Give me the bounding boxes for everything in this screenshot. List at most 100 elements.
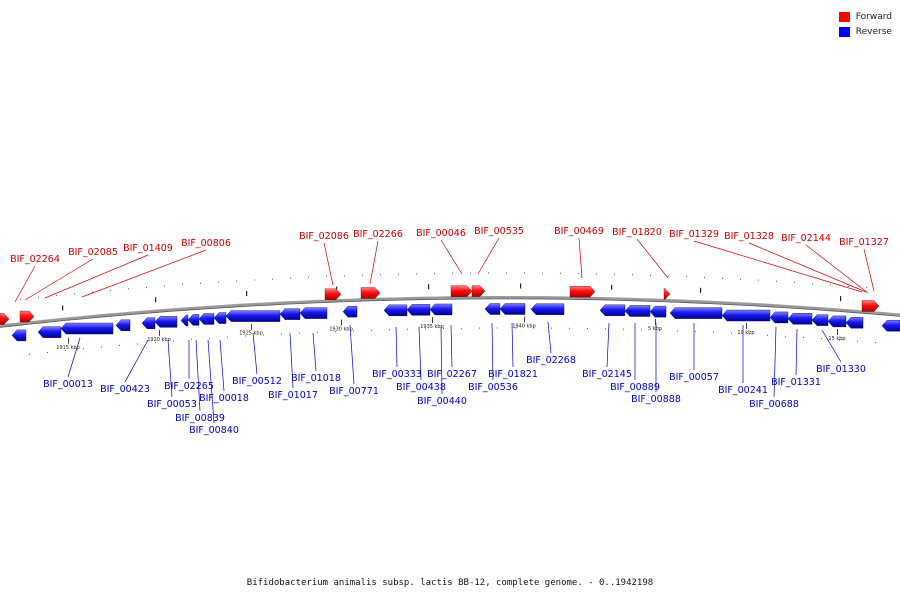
- upper-dot: [668, 275, 669, 277]
- lower-dot: [857, 340, 858, 342]
- legend-forward-label: Forward: [855, 11, 892, 22]
- gene-label: BIF_02266: [353, 229, 403, 240]
- tick-mark: [159, 329, 160, 336]
- lower-dot: [281, 333, 282, 335]
- leader-line: [289, 332, 294, 389]
- reverse-swatch: [838, 26, 850, 37]
- reverse-gene: [624, 305, 651, 317]
- upper-dot: [92, 291, 93, 293]
- tick-label: 1935 kbp: [420, 324, 444, 330]
- gene-label: BIF_02268: [526, 355, 576, 366]
- reverse-gene: [769, 311, 789, 324]
- backbone-line: [0, 296, 900, 328]
- upper-dot: [380, 274, 381, 276]
- upper-dot: [20, 298, 21, 300]
- reverse-gene: [649, 305, 667, 318]
- lower-dot: [677, 330, 678, 332]
- tick-label: 1920 kbp: [147, 337, 171, 343]
- lower-dot: [389, 329, 390, 331]
- tick-mark: [524, 316, 525, 323]
- upper-dot: [110, 289, 111, 291]
- lower-dot: [137, 343, 138, 345]
- lower-dot: [605, 328, 606, 330]
- lower-dot: [299, 332, 300, 334]
- reverse-gene: [599, 304, 626, 317]
- upper-dot: [308, 276, 309, 278]
- lower-dot: [713, 332, 714, 333]
- gene-label: BIF_00469: [554, 226, 604, 237]
- upper-dot: [578, 273, 579, 275]
- tick-mark: [837, 328, 838, 335]
- gene-label: BIF_01329: [669, 229, 719, 240]
- gene-label: BIF_00840: [189, 425, 239, 436]
- upper-tick: [520, 283, 522, 289]
- backbone-shadow: [0, 298, 900, 328]
- reverse-gene: [429, 303, 453, 316]
- gene-label: BIF_02086: [299, 231, 349, 242]
- reverse-gene: [180, 314, 189, 327]
- tick-label: 1940 kbp: [512, 324, 536, 330]
- upper-dot: [56, 295, 57, 296]
- leader-line: [821, 329, 842, 363]
- leader-line: [606, 322, 610, 368]
- gene-label: BIF_01331: [771, 377, 821, 388]
- gene-label: BIF_00536: [468, 382, 518, 393]
- tick-mark: [251, 323, 252, 330]
- leader-line: [805, 244, 869, 294]
- leader-line: [395, 326, 398, 368]
- lower-dot: [641, 329, 642, 331]
- gene-label: BIF_00771: [329, 386, 379, 397]
- gene-label: BIF_01017: [268, 390, 318, 401]
- leader-line: [440, 239, 463, 275]
- gene-label: BIF_00057: [669, 372, 719, 383]
- reverse-gene: [342, 305, 358, 318]
- reverse-gene: [881, 320, 900, 332]
- upper-dot: [704, 277, 705, 278]
- leader-line: [748, 242, 867, 293]
- gene-label: BIF_01328: [724, 231, 774, 242]
- reverse-gene: [225, 310, 281, 322]
- lower-dot: [29, 353, 30, 355]
- gene-label: BIF_00241: [718, 385, 768, 396]
- reverse-gene: [115, 319, 131, 331]
- upper-dot: [146, 286, 147, 288]
- lower-dot: [731, 332, 732, 334]
- forward-gene: [471, 285, 486, 297]
- gene-label: BIF_00440: [417, 396, 467, 407]
- gene-label: BIF_02264: [10, 254, 60, 265]
- genome-title: Bifidobacterium animalis subsp. lactis B…: [246, 578, 654, 588]
- lower-dot: [173, 340, 174, 342]
- reverse-gene: [37, 326, 62, 338]
- lower-dot: [821, 338, 822, 340]
- tick-label: 1930 kbp: [329, 327, 353, 333]
- legend-reverse: Reverse: [838, 24, 892, 39]
- tick-label: 10 kbp: [737, 330, 754, 336]
- reverse-gene: [213, 312, 227, 324]
- lower-dot: [83, 348, 84, 350]
- legend-reverse-label: Reverse: [855, 26, 892, 37]
- forward-gene: [663, 288, 671, 300]
- leader-line: [418, 326, 422, 381]
- leader-line: [312, 332, 317, 372]
- tick-mark: [432, 317, 433, 324]
- tick-mark: [746, 323, 747, 329]
- upper-dot: [524, 272, 525, 274]
- reverse-gene: [141, 317, 156, 329]
- lower-dot: [515, 327, 516, 329]
- leader-line: [81, 249, 207, 298]
- lower-dot: [47, 351, 48, 353]
- tick-mark: [341, 319, 342, 326]
- lower-dot: [119, 344, 120, 346]
- upper-dot: [740, 278, 741, 280]
- upper-dot: [470, 272, 471, 274]
- upper-tick: [155, 297, 157, 303]
- leader-line: [795, 328, 798, 376]
- tick-label: 5 kbp: [648, 326, 662, 332]
- tick-label: 15 kbp: [828, 336, 845, 342]
- upper-dot: [776, 280, 777, 282]
- upper-tick: [428, 284, 430, 290]
- lower-dot: [551, 327, 552, 329]
- forward-gene: [360, 287, 381, 299]
- gene-label: BIF_02267: [427, 369, 477, 380]
- leader-line: [369, 240, 379, 285]
